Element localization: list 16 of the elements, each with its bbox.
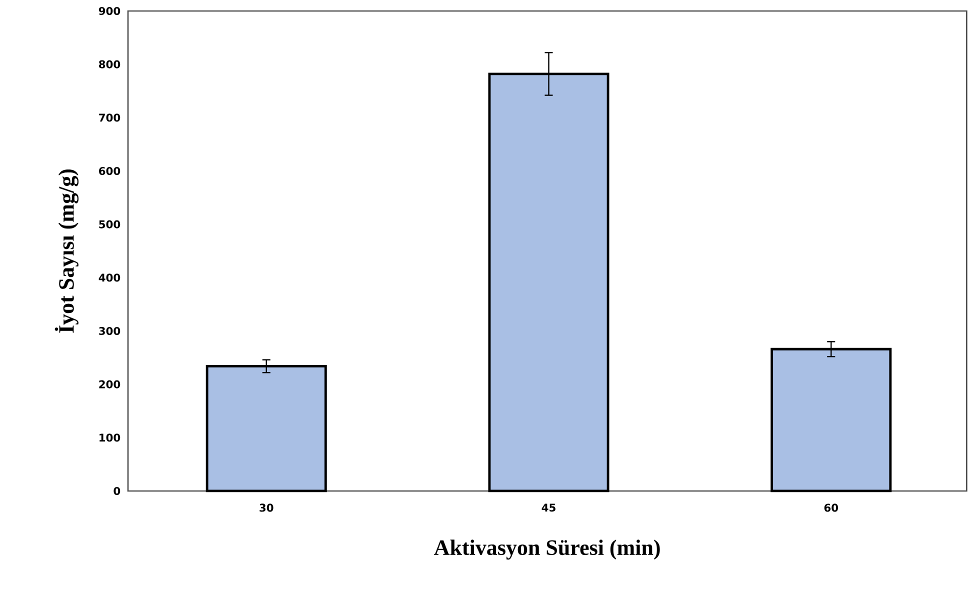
x-tick-label: 45 xyxy=(542,504,556,512)
y-tick-label: 200 xyxy=(99,380,120,388)
x-tick-label: 30 xyxy=(260,504,274,512)
bar xyxy=(206,364,327,492)
y-tick-label: 100 xyxy=(100,434,120,442)
y-tick-label: 800 xyxy=(99,60,120,68)
y-tick-label: 900 xyxy=(98,6,120,16)
x-axis-title: Aktivasyon Süresi (min) xyxy=(434,540,660,560)
x-tick-label: 60 xyxy=(824,504,838,512)
y-tick-label: 600 xyxy=(99,166,120,176)
y-tick-label: 500 xyxy=(99,220,120,228)
y-tick-label: 700 xyxy=(99,114,120,122)
y-axis-title: İyot Sayısı (mg/g) xyxy=(54,169,79,333)
y-tick-label: 0 xyxy=(114,486,120,496)
y-tick-label: 300 xyxy=(99,326,120,336)
y-tick-label: 400 xyxy=(98,274,120,282)
